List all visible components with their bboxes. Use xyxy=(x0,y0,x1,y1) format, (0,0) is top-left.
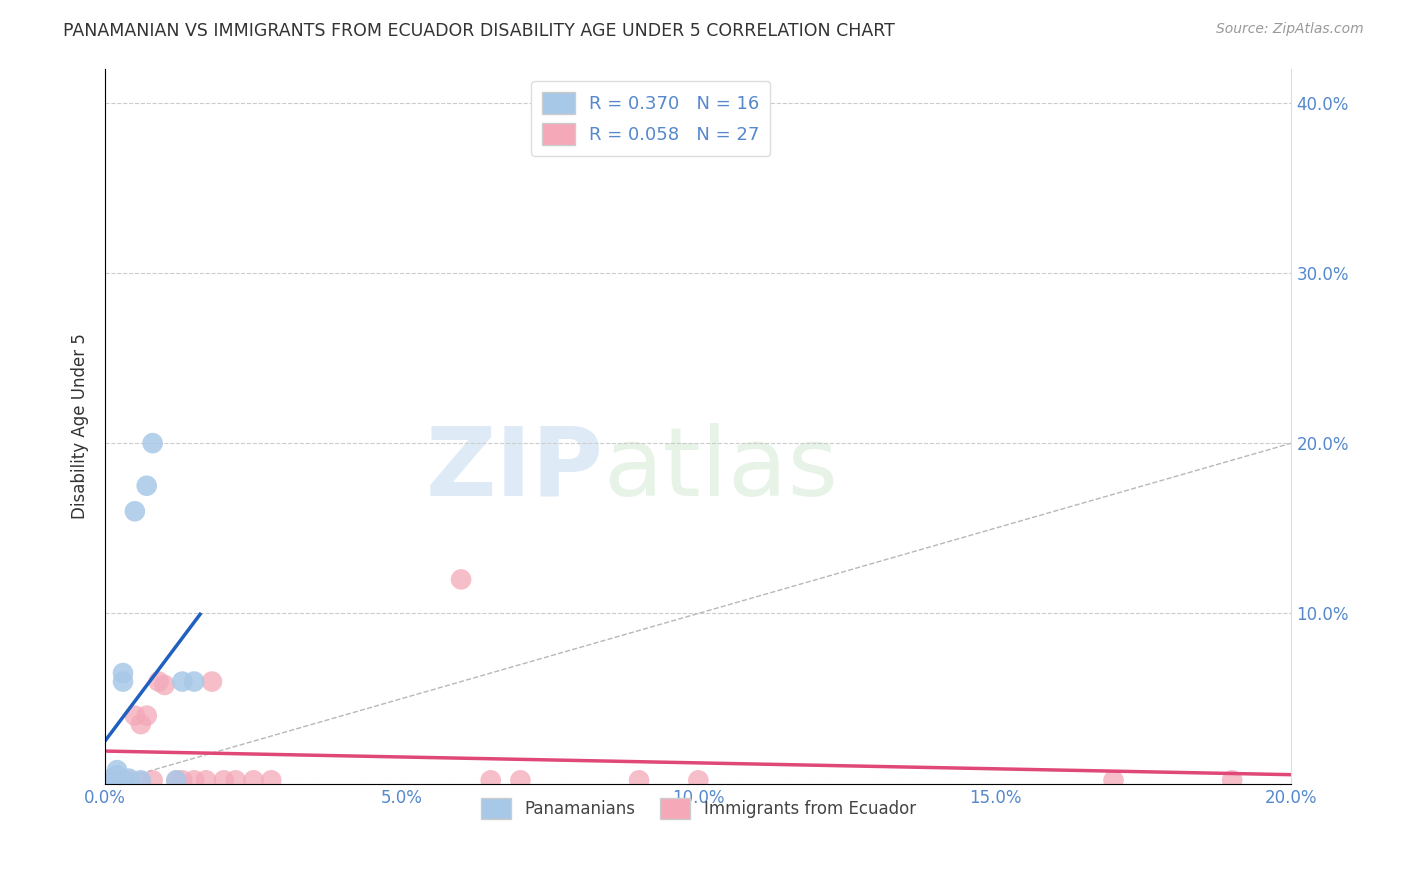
Point xyxy=(148,674,170,689)
Point xyxy=(201,674,224,689)
Point xyxy=(105,775,128,789)
Text: PANAMANIAN VS IMMIGRANTS FROM ECUADOR DISABILITY AGE UNDER 5 CORRELATION CHART: PANAMANIAN VS IMMIGRANTS FROM ECUADOR DI… xyxy=(63,22,896,40)
Point xyxy=(124,708,146,723)
Point xyxy=(260,773,283,788)
Text: ZIP: ZIP xyxy=(426,423,603,516)
Point xyxy=(129,773,152,788)
Point xyxy=(118,773,141,788)
Point xyxy=(105,763,128,777)
Point xyxy=(165,773,187,788)
Point xyxy=(135,479,157,493)
Point xyxy=(183,674,205,689)
Text: atlas: atlas xyxy=(603,423,838,516)
Point xyxy=(242,773,264,788)
Text: Source: ZipAtlas.com: Source: ZipAtlas.com xyxy=(1216,22,1364,37)
Point xyxy=(111,666,134,681)
Point xyxy=(479,773,502,788)
Point xyxy=(195,773,218,788)
Point xyxy=(100,772,122,786)
Point xyxy=(105,768,128,782)
Point xyxy=(153,678,176,692)
Point xyxy=(105,775,128,789)
Point xyxy=(142,773,165,788)
Point xyxy=(142,436,165,450)
Point xyxy=(183,773,205,788)
Point xyxy=(129,717,152,731)
Point xyxy=(118,772,141,786)
Point xyxy=(450,573,472,587)
Legend: Panamanians, Immigrants from Ecuador: Panamanians, Immigrants from Ecuador xyxy=(474,792,922,825)
Point xyxy=(111,773,134,788)
Point xyxy=(1220,773,1243,788)
Point xyxy=(111,674,134,689)
Point xyxy=(165,773,187,788)
Point xyxy=(100,773,122,788)
Point xyxy=(1102,773,1125,788)
Point xyxy=(100,775,122,789)
Point xyxy=(172,773,194,788)
Point xyxy=(135,708,157,723)
Point xyxy=(627,773,650,788)
Point xyxy=(172,674,194,689)
Point xyxy=(225,773,247,788)
Point xyxy=(129,775,152,789)
Point xyxy=(111,773,134,788)
Point xyxy=(124,504,146,518)
Point xyxy=(212,773,235,788)
Point xyxy=(688,773,710,788)
Y-axis label: Disability Age Under 5: Disability Age Under 5 xyxy=(72,334,89,519)
Point xyxy=(509,773,531,788)
